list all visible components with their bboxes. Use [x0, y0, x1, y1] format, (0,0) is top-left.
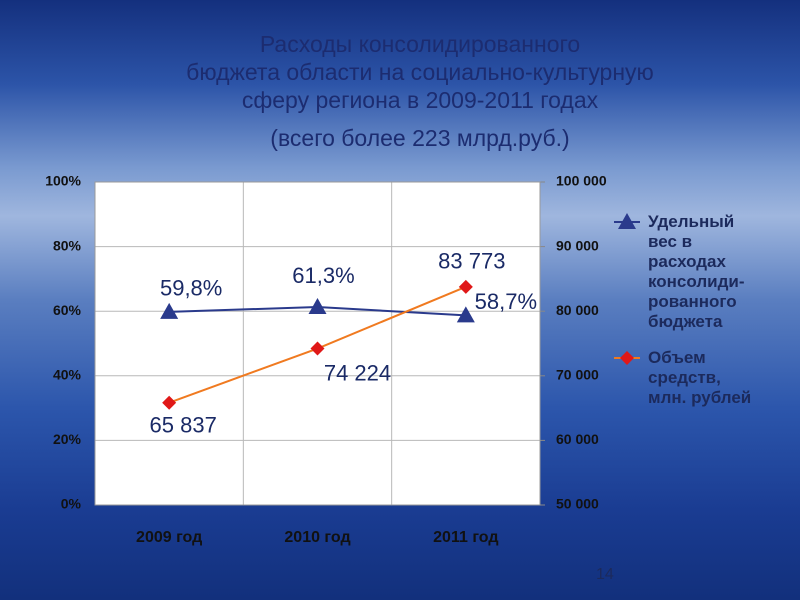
y2-tick-label: 80 000: [556, 302, 599, 318]
data-point: [458, 279, 473, 294]
data-point: [310, 341, 325, 356]
data-label: 58,7%: [475, 289, 537, 314]
x-tick-label: 2009 год: [136, 529, 202, 546]
data-point: [162, 395, 177, 410]
legend-item: Удельный вес в расходах консолиди-рованн…: [612, 212, 760, 332]
x-tick-label: 2010 год: [284, 529, 350, 546]
y-tick-label: 80%: [53, 237, 82, 253]
data-point: [160, 302, 179, 319]
chart-subtitle: (всего более 223 млрд.руб.): [270, 125, 569, 151]
data-label: 65 837: [150, 413, 217, 438]
legend-swatch: [614, 351, 640, 365]
data-label: 59,8%: [160, 276, 222, 301]
y-tick-label: 0%: [61, 496, 82, 512]
data-label: 61,3%: [292, 263, 354, 288]
chart-title: сферу региона в 2009-2011 годах: [242, 87, 599, 113]
y2-tick-label: 50 000: [556, 496, 599, 512]
y-tick-label: 20%: [53, 431, 82, 447]
legend-item: Объем средств, млн. рублей: [612, 348, 760, 408]
data-label: 74 224: [324, 360, 391, 385]
x-tick-label: 2011 год: [433, 529, 498, 546]
chart-title: бюджета области на социально-культурную: [186, 59, 654, 85]
chart-title: Расходы консолидированного: [260, 31, 580, 57]
legend-label: Объем средств, млн. рублей: [648, 348, 752, 407]
data-point: [308, 298, 327, 315]
legend: Удельный вес в расходах консолиди-рованн…: [612, 212, 760, 424]
legend-swatch: [614, 213, 640, 229]
y2-tick-label: 70 000: [556, 367, 599, 383]
page-number: 14: [596, 566, 614, 583]
data-label: 83 773: [438, 249, 505, 274]
y2-tick-label: 100 000: [556, 173, 607, 189]
y-tick-label: 60%: [53, 302, 82, 318]
plot-border: [94, 181, 541, 506]
data-point: [456, 306, 475, 323]
y2-tick-label: 60 000: [556, 431, 599, 447]
y2-tick-label: 90 000: [556, 237, 599, 253]
y-tick-label: 100%: [45, 173, 81, 189]
legend-marker: [620, 351, 634, 365]
y-tick-label: 40%: [53, 367, 82, 383]
legend-label: Удельный вес в расходах консолиди-рованн…: [648, 212, 745, 331]
legend-marker: [618, 213, 636, 229]
